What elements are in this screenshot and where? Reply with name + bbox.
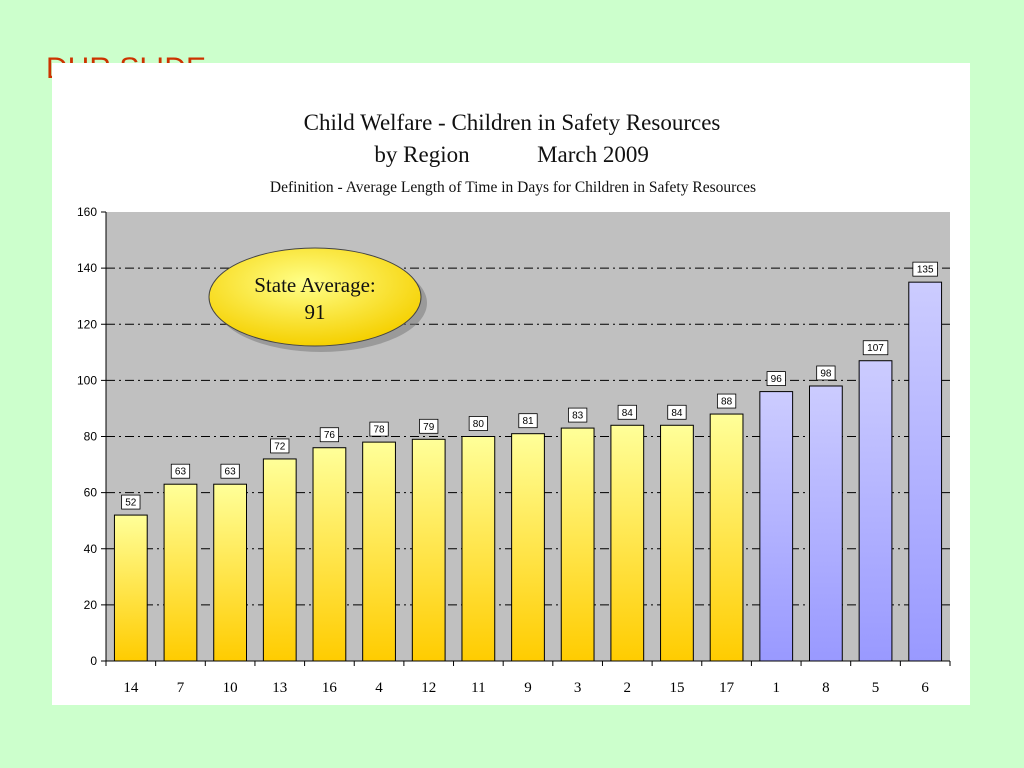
x-tick-label: 14 [123, 680, 139, 696]
x-tick-label: 4 [375, 680, 383, 696]
chart-subtitle-region: by Region [374, 142, 470, 167]
bar-region-10 [213, 483, 248, 662]
x-tick-label: 9 [524, 680, 532, 696]
y-tick-label: 80 [84, 430, 98, 444]
data-label: 88 [721, 397, 733, 408]
data-label-box [667, 404, 687, 420]
bar-region-15 [660, 424, 694, 662]
data-label: 76 [324, 430, 336, 441]
data-label-box [518, 413, 538, 429]
y-tick-label: 100 [77, 373, 97, 387]
chart-definition: Definition - Average Length of Time in D… [270, 179, 756, 196]
data-label: 96 [771, 374, 783, 385]
data-label: 63 [175, 467, 187, 478]
chart-title: Child Welfare - Children in Safety Resou… [304, 110, 721, 135]
chart-subtitle-date: March 2009 [537, 142, 649, 167]
x-tick-label: 2 [624, 680, 632, 696]
data-label: 80 [473, 419, 485, 430]
bar-region-11 [461, 436, 496, 662]
state-average-callout: State Average: 91 [208, 247, 427, 352]
x-tick-label: 8 [822, 680, 830, 696]
x-tick-label: 1 [772, 680, 780, 696]
x-tick-label: 3 [574, 680, 582, 696]
bar-region-14 [113, 514, 148, 662]
bar-region-4 [362, 441, 396, 662]
data-label-box [220, 463, 240, 479]
data-label: 84 [671, 408, 683, 419]
data-label: 83 [572, 411, 584, 422]
data-label: 81 [522, 416, 534, 427]
bar-region-9 [511, 433, 545, 662]
y-tick-label: 120 [77, 317, 97, 331]
y-tick-label: 140 [77, 261, 97, 275]
bar-region-7 [163, 483, 198, 662]
data-label-box [419, 418, 439, 434]
callout-oval [208, 247, 422, 347]
data-label-box [270, 438, 290, 454]
x-tick-label: 6 [921, 680, 929, 696]
data-label-box [766, 371, 786, 387]
x-tick-label: 5 [872, 680, 880, 696]
x-tick-label: 7 [177, 680, 185, 696]
data-label: 84 [622, 408, 634, 419]
bar-region-17 [709, 413, 744, 662]
data-label: 63 [225, 467, 237, 478]
data-label: 98 [820, 368, 832, 379]
data-label-box [862, 340, 889, 356]
x-tick-label: 16 [322, 680, 338, 696]
data-label: 135 [917, 265, 934, 276]
x-tick-label: 15 [669, 680, 684, 696]
bar-chart: Child Welfare - Children in Safety Resou… [77, 110, 951, 696]
data-label-box [170, 463, 191, 479]
data-label-box [568, 407, 588, 423]
bar-region-2 [610, 424, 645, 662]
data-label: 78 [373, 425, 385, 436]
bar-region-16 [312, 447, 347, 662]
data-label: 52 [125, 498, 137, 509]
data-label-box [121, 494, 141, 510]
bar-region-5 [858, 360, 893, 662]
state-average-value: 91 [305, 300, 326, 324]
y-tick-label: 40 [84, 542, 98, 556]
data-label-box [716, 393, 737, 409]
x-tick-label: 17 [719, 680, 735, 696]
x-tick-label: 12 [421, 680, 436, 696]
x-tick-label: 10 [223, 680, 238, 696]
y-tick-label: 0 [90, 654, 97, 668]
bar-region-13 [262, 458, 297, 662]
data-label-box [912, 261, 938, 277]
bar-region-6 [908, 281, 943, 662]
bar-region-3 [560, 427, 595, 662]
data-label: 79 [423, 422, 435, 433]
data-label-box [617, 404, 637, 420]
y-tick-label: 20 [84, 598, 98, 612]
data-labels: 52 63 63 72 76 78 79 80 81 83 84 84 88 96 98 107 135 [121, 261, 938, 510]
data-label: 107 [867, 343, 884, 354]
bar-region-12 [411, 438, 446, 662]
data-label-box [319, 427, 340, 443]
state-average-label: State Average: [254, 273, 375, 297]
bar-region-1 [759, 391, 794, 662]
y-tick-label: 160 [77, 205, 97, 219]
bar-region-8 [808, 385, 843, 662]
x-tick-label: 13 [272, 680, 287, 696]
data-label-box [468, 416, 488, 431]
data-label: 72 [274, 441, 286, 452]
x-tick-label: 11 [471, 680, 485, 696]
data-label-box [816, 365, 836, 381]
chart-panel: Child Welfare - Children in Safety Resou… [52, 63, 970, 705]
bars [113, 281, 943, 662]
y-tick-label: 60 [84, 486, 98, 500]
data-label-box [369, 421, 389, 437]
